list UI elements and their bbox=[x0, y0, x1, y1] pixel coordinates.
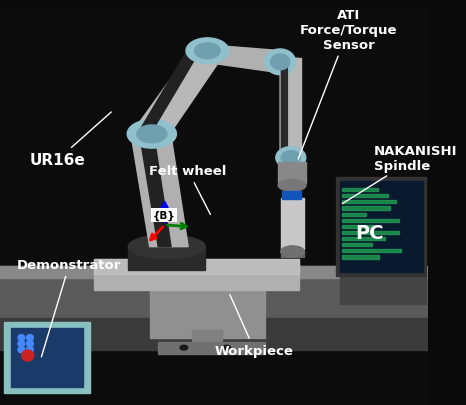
Polygon shape bbox=[340, 273, 425, 304]
Ellipse shape bbox=[223, 345, 231, 350]
Ellipse shape bbox=[278, 180, 306, 192]
Polygon shape bbox=[94, 259, 299, 275]
Text: NAKANISHI
Spindle: NAKANISHI Spindle bbox=[343, 144, 458, 204]
Polygon shape bbox=[342, 201, 401, 204]
Text: Felt wheel: Felt wheel bbox=[150, 165, 227, 215]
Polygon shape bbox=[141, 50, 201, 129]
Polygon shape bbox=[158, 342, 265, 354]
Polygon shape bbox=[342, 231, 396, 234]
Polygon shape bbox=[132, 136, 188, 247]
Polygon shape bbox=[336, 178, 425, 277]
Ellipse shape bbox=[128, 235, 205, 259]
Ellipse shape bbox=[281, 246, 304, 257]
Ellipse shape bbox=[137, 126, 167, 143]
Polygon shape bbox=[342, 225, 389, 228]
Polygon shape bbox=[4, 322, 90, 393]
Polygon shape bbox=[94, 259, 299, 290]
Polygon shape bbox=[128, 247, 205, 271]
Polygon shape bbox=[342, 189, 394, 192]
Ellipse shape bbox=[186, 39, 229, 64]
Polygon shape bbox=[281, 251, 304, 257]
Polygon shape bbox=[278, 162, 306, 184]
Ellipse shape bbox=[281, 151, 301, 165]
Ellipse shape bbox=[276, 147, 306, 169]
Circle shape bbox=[22, 350, 34, 361]
Text: ATI
Force/Torque
Sensor: ATI Force/Torque Sensor bbox=[298, 9, 397, 160]
Polygon shape bbox=[141, 136, 171, 247]
Text: Workpiece: Workpiece bbox=[215, 295, 294, 357]
Polygon shape bbox=[192, 330, 222, 350]
Polygon shape bbox=[0, 267, 428, 279]
Polygon shape bbox=[11, 328, 83, 387]
Polygon shape bbox=[281, 58, 288, 160]
Polygon shape bbox=[280, 58, 302, 160]
Polygon shape bbox=[0, 267, 428, 318]
Text: {B}: {B} bbox=[152, 210, 175, 221]
Polygon shape bbox=[342, 256, 368, 259]
Polygon shape bbox=[342, 195, 372, 198]
Polygon shape bbox=[342, 213, 400, 216]
Text: UR16e: UR16e bbox=[30, 113, 111, 168]
Polygon shape bbox=[342, 243, 386, 247]
Polygon shape bbox=[132, 50, 222, 132]
Polygon shape bbox=[283, 247, 302, 251]
Ellipse shape bbox=[180, 345, 188, 350]
Circle shape bbox=[18, 341, 25, 347]
Polygon shape bbox=[207, 46, 282, 73]
Polygon shape bbox=[342, 219, 384, 222]
Polygon shape bbox=[342, 249, 381, 253]
Ellipse shape bbox=[270, 55, 290, 70]
Text: PC: PC bbox=[356, 224, 384, 243]
Polygon shape bbox=[342, 207, 372, 210]
Ellipse shape bbox=[265, 50, 295, 75]
Ellipse shape bbox=[195, 44, 220, 60]
Circle shape bbox=[18, 335, 25, 341]
Polygon shape bbox=[342, 237, 386, 241]
Polygon shape bbox=[282, 192, 302, 200]
Circle shape bbox=[27, 341, 34, 347]
Text: Demonstrator: Demonstrator bbox=[17, 258, 122, 357]
Polygon shape bbox=[340, 182, 423, 273]
Polygon shape bbox=[0, 318, 428, 350]
Polygon shape bbox=[150, 287, 265, 338]
Circle shape bbox=[27, 335, 34, 341]
Circle shape bbox=[18, 347, 25, 353]
Ellipse shape bbox=[127, 120, 177, 149]
Polygon shape bbox=[281, 199, 304, 249]
Circle shape bbox=[27, 347, 34, 353]
